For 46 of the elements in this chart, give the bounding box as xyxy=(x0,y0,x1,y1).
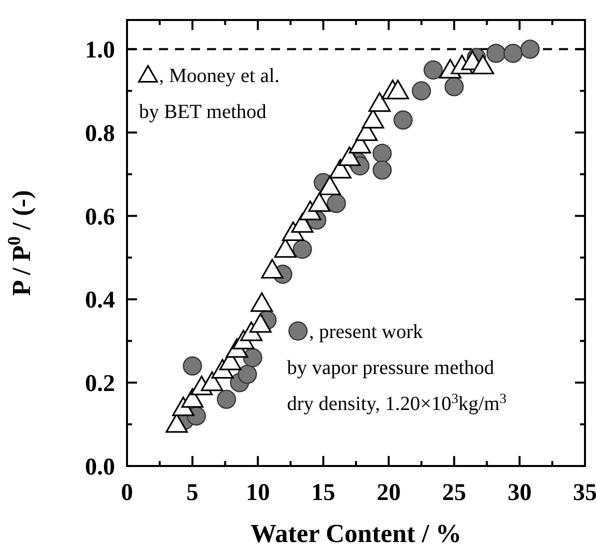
legend-label: , Mooney et al. xyxy=(159,65,280,87)
point xyxy=(372,144,392,163)
point xyxy=(326,194,346,213)
x-tick-label: 0 xyxy=(121,480,133,506)
point xyxy=(444,77,464,96)
legend-label: , present work xyxy=(309,321,423,343)
point xyxy=(368,92,391,112)
point xyxy=(250,292,273,312)
annotation: dry density, 1.20×10$^{3}$kg/m$^{3}$ xyxy=(287,392,507,415)
point xyxy=(503,44,523,63)
y-tick-label: 0.0 xyxy=(85,454,115,480)
x-tick-label: 25 xyxy=(442,480,466,506)
point xyxy=(472,54,494,74)
point xyxy=(182,356,202,376)
point xyxy=(261,258,284,279)
x-tick-label: 5 xyxy=(186,480,198,506)
x-tick-label: 20 xyxy=(376,480,401,506)
point xyxy=(424,60,443,80)
point xyxy=(308,192,331,212)
point xyxy=(372,160,392,180)
point xyxy=(249,313,272,333)
point xyxy=(181,388,204,408)
point xyxy=(292,240,312,259)
point xyxy=(386,80,410,100)
point xyxy=(520,40,540,59)
y-tick-label: 0.2 xyxy=(85,371,115,398)
y-tick-label: 1.0 xyxy=(85,38,115,64)
y-tick-label: 0.4 xyxy=(85,288,115,314)
x-tick-label: 10 xyxy=(246,480,270,506)
point xyxy=(216,390,236,409)
point xyxy=(243,348,262,368)
point xyxy=(338,146,361,166)
point xyxy=(394,110,413,130)
y-tick-label: 0.8 xyxy=(85,120,115,147)
point xyxy=(318,176,341,196)
point xyxy=(486,44,506,63)
x-tick-label: 30 xyxy=(508,480,532,506)
point xyxy=(238,364,257,384)
y-tick-label: 0.6 xyxy=(85,204,115,230)
x-tick-label: 35 xyxy=(573,480,596,506)
x-axis-title: Water Content / % xyxy=(250,519,462,548)
annotation: by vapor pressure method xyxy=(287,357,494,379)
x-tick-label: 15 xyxy=(311,480,336,506)
annotation: by BET method xyxy=(139,101,266,123)
point xyxy=(412,81,432,100)
point xyxy=(200,371,224,392)
